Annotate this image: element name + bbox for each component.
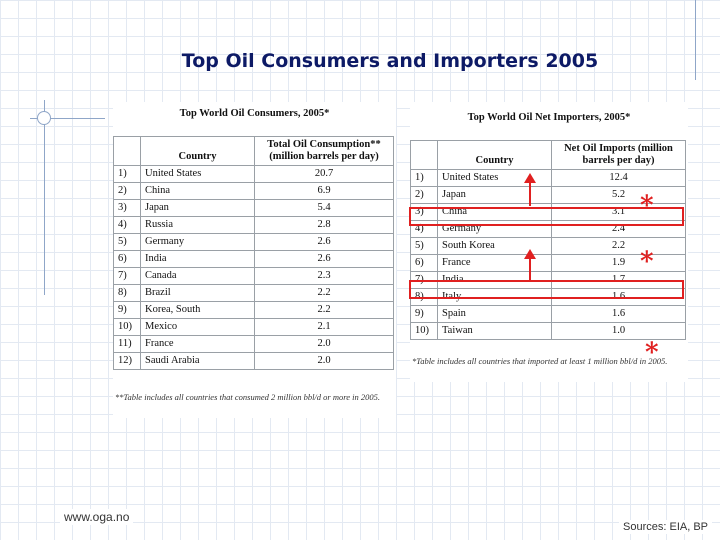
consumers-table-row: 4) Russia 2.8	[113, 216, 394, 234]
consumers-value-cell: 2.0	[254, 335, 394, 353]
consumers-country-cell: Saudi Arabia	[140, 352, 255, 370]
importers-table-row: 1) United States 12.4	[410, 169, 686, 187]
asterisk-marker-3: *	[645, 338, 659, 368]
importers-value-header: Net Oil Imports (million barrels per day…	[551, 140, 686, 170]
highlight-box-india	[409, 280, 684, 299]
arrow-up-1	[524, 173, 536, 206]
consumers-value-header: Total Oil Consumption** (million barrels…	[254, 136, 394, 166]
consumers-table-row: 1) United States 20.7	[113, 165, 394, 183]
consumers-value-cell: 20.7	[254, 165, 394, 183]
consumers-country-cell: Canada	[140, 267, 255, 285]
footer-sources: Sources: EIA, BP	[619, 520, 712, 534]
consumers-country-cell: Japan	[140, 199, 255, 217]
consumers-header-row: Country Total Oil Consumption** (million…	[113, 136, 394, 166]
importers-value-cell: 1.9	[551, 254, 686, 272]
consumers-panel: Top World Oil Consumers, 2005* Country T…	[113, 102, 396, 418]
importers-rank-cell: 2)	[410, 186, 438, 204]
decor-horizontal-line	[30, 118, 105, 119]
importers-header-row: Country Net Oil Imports (million barrels…	[410, 140, 686, 170]
importers-rank-cell: 9)	[410, 305, 438, 323]
importers-value-cell: 1.6	[551, 305, 686, 323]
consumers-table-row: 9) Korea, South 2.2	[113, 301, 394, 319]
importers-value-cell: 5.2	[551, 186, 686, 204]
importers-table-row: 2) Japan 5.2	[410, 186, 686, 204]
importers-value-cell: 2.2	[551, 237, 686, 255]
consumers-value-cell: 2.2	[254, 284, 394, 302]
consumers-country-cell: China	[140, 182, 255, 200]
consumers-value-cell: 2.8	[254, 216, 394, 234]
consumers-table-row: 11) France 2.0	[113, 335, 394, 353]
importers-caption: Top World Oil Net Importers, 2005*	[467, 112, 631, 123]
consumers-table: Country Total Oil Consumption** (million…	[113, 136, 394, 370]
consumers-table-row: 10) Mexico 2.1	[113, 318, 394, 336]
consumers-country-header: Country	[140, 136, 255, 166]
importers-table-row: 9) Spain 1.6	[410, 305, 686, 323]
importers-country-cell: Taiwan	[437, 322, 552, 340]
consumers-footnote: **Table includes all countries that cons…	[115, 392, 380, 402]
consumers-table-row: 5) Germany 2.6	[113, 233, 394, 251]
highlight-box-china	[409, 207, 684, 226]
importers-panel: Top World Oil Net Importers, 2005* Count…	[410, 102, 688, 382]
consumers-country-cell: Russia	[140, 216, 255, 234]
consumers-country-cell: Germany	[140, 233, 255, 251]
consumers-rank-cell: 1)	[113, 165, 141, 183]
asterisk-marker-1: *	[640, 191, 654, 221]
consumers-caption: Top World Oil Consumers, 2005*	[179, 108, 330, 119]
importers-country-cell: Japan	[437, 186, 552, 204]
consumers-table-row: 7) Canada 2.3	[113, 267, 394, 285]
consumers-table-row: 12) Saudi Arabia 2.0	[113, 352, 394, 370]
importers-table: Country Net Oil Imports (million barrels…	[410, 140, 686, 340]
consumers-country-cell: Mexico	[140, 318, 255, 336]
consumers-table-row: 6) India 2.6	[113, 250, 394, 268]
importers-table-row: 10) Taiwan 1.0	[410, 322, 686, 340]
consumers-table-row: 2) China 6.9	[113, 182, 394, 200]
consumers-country-cell: United States	[140, 165, 255, 183]
consumers-rank-cell: 7)	[113, 267, 141, 285]
consumers-rank-cell: 2)	[113, 182, 141, 200]
decor-circle	[37, 111, 51, 125]
decor-vertical-line	[44, 100, 45, 295]
footer-website: www.oga.no	[60, 509, 134, 525]
consumers-rank-cell: 9)	[113, 301, 141, 319]
consumers-value-cell: 2.6	[254, 250, 394, 268]
importers-table-row: 6) France 1.9	[410, 254, 686, 272]
importers-country-cell: Spain	[437, 305, 552, 323]
consumers-value-cell: 5.4	[254, 199, 394, 217]
importers-value-cell: 12.4	[551, 169, 686, 187]
consumers-country-cell: India	[140, 250, 255, 268]
consumers-value-cell: 2.6	[254, 233, 394, 251]
consumers-table-row: 3) Japan 5.4	[113, 199, 394, 217]
consumers-rank-cell: 3)	[113, 199, 141, 217]
consumers-rank-cell: 12)	[113, 352, 141, 370]
consumers-rank-cell: 5)	[113, 233, 141, 251]
importers-rank-cell: 10)	[410, 322, 438, 340]
consumers-value-cell: 2.0	[254, 352, 394, 370]
importers-table-row: 5) South Korea 2.2	[410, 237, 686, 255]
consumers-value-cell: 2.1	[254, 318, 394, 336]
consumers-value-cell: 6.9	[254, 182, 394, 200]
arrow-up-2	[524, 249, 536, 280]
slide-title: Top Oil Consumers and Importers 2005	[181, 50, 599, 72]
consumers-rank-cell: 8)	[113, 284, 141, 302]
consumers-country-cell: Korea, South	[140, 301, 255, 319]
consumers-country-cell: Brazil	[140, 284, 255, 302]
consumers-country-cell: France	[140, 335, 255, 353]
consumers-table-row: 8) Brazil 2.2	[113, 284, 394, 302]
importers-rank-header	[410, 140, 438, 170]
consumers-value-cell: 2.2	[254, 301, 394, 319]
consumers-value-cell: 2.3	[254, 267, 394, 285]
consumers-rank-cell: 10)	[113, 318, 141, 336]
importers-rank-cell: 1)	[410, 169, 438, 187]
importers-rank-cell: 5)	[410, 237, 438, 255]
consumers-rank-cell: 4)	[113, 216, 141, 234]
asterisk-marker-2: *	[640, 247, 654, 277]
consumers-rank-cell: 6)	[113, 250, 141, 268]
importers-rank-cell: 6)	[410, 254, 438, 272]
consumers-rank-cell: 11)	[113, 335, 141, 353]
importers-footnote: *Table includes all countries that impor…	[412, 356, 668, 366]
decor-right-vertical-line	[695, 0, 696, 80]
consumers-rank-header	[113, 136, 141, 166]
importers-country-header: Country	[437, 140, 552, 170]
importers-value-cell: 1.0	[551, 322, 686, 340]
